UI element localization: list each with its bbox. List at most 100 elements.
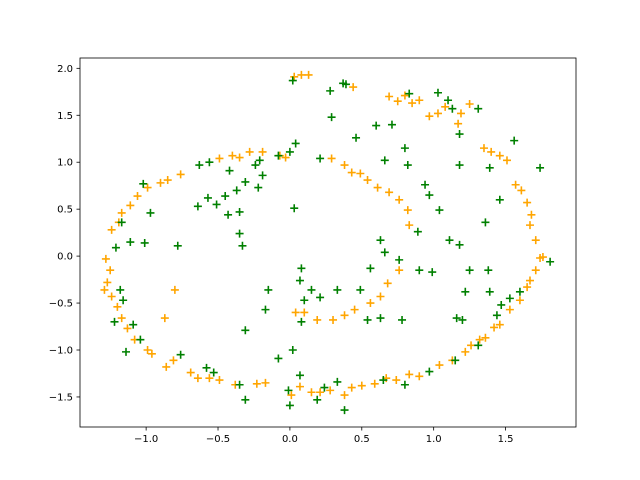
point [300,308,309,317]
point [465,266,474,275]
point [461,347,470,356]
point [475,335,484,344]
point [403,206,412,215]
point [474,341,483,350]
point [327,113,336,122]
point [139,179,148,188]
point [523,283,532,292]
point [385,92,394,101]
point [366,299,375,308]
point [340,391,349,400]
point [536,163,545,172]
point [119,296,128,305]
point [288,346,297,355]
point [448,104,457,113]
point [212,200,221,209]
point [264,285,273,294]
y-tick-label: 0.0 [57,252,73,263]
point [111,243,120,252]
point [421,180,430,189]
point [383,279,392,288]
point [261,305,270,314]
point [307,388,316,397]
point [316,154,325,163]
point [117,208,126,217]
point [502,156,511,165]
x-tick-label: 1.0 [426,434,442,445]
point [357,381,366,390]
point [531,266,540,275]
y-tick-label: −1.5 [49,392,73,403]
point [385,188,394,197]
y-tick-label: −0.5 [49,299,73,310]
point [349,83,358,92]
point [238,241,247,250]
point [143,183,152,192]
point [356,285,365,294]
point [156,178,165,187]
point [515,287,524,296]
point [400,144,409,153]
point [379,376,388,385]
point [100,285,109,294]
point [147,349,156,358]
point [285,147,294,156]
point [456,109,465,118]
point [107,225,116,234]
point [300,296,309,305]
point [465,100,474,109]
point [517,186,526,195]
point [458,315,467,324]
point [515,296,524,305]
point [445,236,454,245]
point [376,236,385,245]
point [425,191,434,200]
point [495,195,504,204]
point [163,176,172,185]
point [186,368,195,377]
point [195,161,204,170]
point [387,120,396,129]
point [202,363,211,372]
point [146,208,155,217]
point [370,379,379,388]
x-tick-label: −0.5 [206,434,230,445]
point [101,254,110,263]
point [433,88,442,97]
point [461,287,470,296]
point [485,163,494,172]
y-tick-label: 1.5 [57,111,73,122]
point [546,257,555,266]
point [295,382,304,391]
point [136,335,145,344]
point [193,374,202,383]
point [258,147,267,156]
point [340,311,349,320]
point [326,86,335,95]
point [304,70,313,79]
point [505,305,514,314]
point [290,204,299,213]
point [295,371,304,380]
point [241,395,250,404]
point [285,401,294,410]
point [228,151,237,160]
point [380,248,389,257]
point [123,324,132,333]
point [400,91,409,100]
point [129,320,138,329]
point [481,218,490,227]
point [235,207,244,216]
point [274,354,283,363]
point [481,333,490,342]
point [307,285,316,294]
point [415,372,424,381]
x-tick-label: 1.5 [498,434,514,445]
point [525,276,534,285]
point [225,166,234,175]
point [316,388,325,397]
point [221,192,230,201]
point [347,168,356,177]
